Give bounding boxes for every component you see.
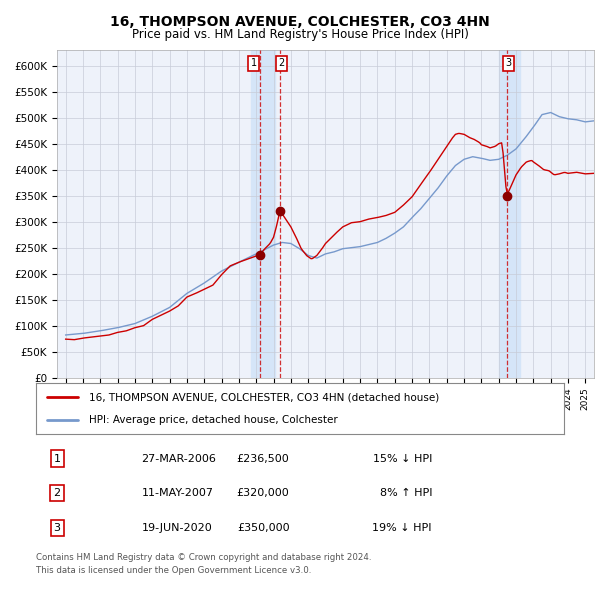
Text: 2: 2	[278, 58, 284, 68]
Text: 15% ↓ HPI: 15% ↓ HPI	[373, 454, 432, 464]
Text: 8% ↑ HPI: 8% ↑ HPI	[380, 489, 432, 498]
Text: 1: 1	[53, 454, 61, 464]
Text: £320,000: £320,000	[236, 489, 289, 498]
Text: 16, THOMPSON AVENUE, COLCHESTER, CO3 4HN (detached house): 16, THOMPSON AVENUE, COLCHESTER, CO3 4HN…	[89, 392, 439, 402]
Text: 27-MAR-2006: 27-MAR-2006	[142, 454, 217, 464]
Text: Contains HM Land Registry data © Crown copyright and database right 2024.
This d: Contains HM Land Registry data © Crown c…	[36, 553, 371, 575]
Bar	[251, 50, 275, 378]
Text: 1: 1	[251, 58, 257, 68]
Bar	[499, 50, 520, 378]
Text: 19-JUN-2020: 19-JUN-2020	[142, 523, 212, 533]
Text: Price paid vs. HM Land Registry's House Price Index (HPI): Price paid vs. HM Land Registry's House …	[131, 28, 469, 41]
Text: £350,000: £350,000	[237, 523, 289, 533]
Text: 3: 3	[505, 58, 511, 68]
Text: 19% ↓ HPI: 19% ↓ HPI	[373, 523, 432, 533]
Text: HPI: Average price, detached house, Colchester: HPI: Average price, detached house, Colc…	[89, 415, 338, 425]
Text: £236,500: £236,500	[236, 454, 289, 464]
Text: 2: 2	[53, 489, 61, 498]
Text: 16, THOMPSON AVENUE, COLCHESTER, CO3 4HN: 16, THOMPSON AVENUE, COLCHESTER, CO3 4HN	[110, 15, 490, 29]
Text: 11-MAY-2007: 11-MAY-2007	[142, 489, 214, 498]
Text: 3: 3	[53, 523, 61, 533]
